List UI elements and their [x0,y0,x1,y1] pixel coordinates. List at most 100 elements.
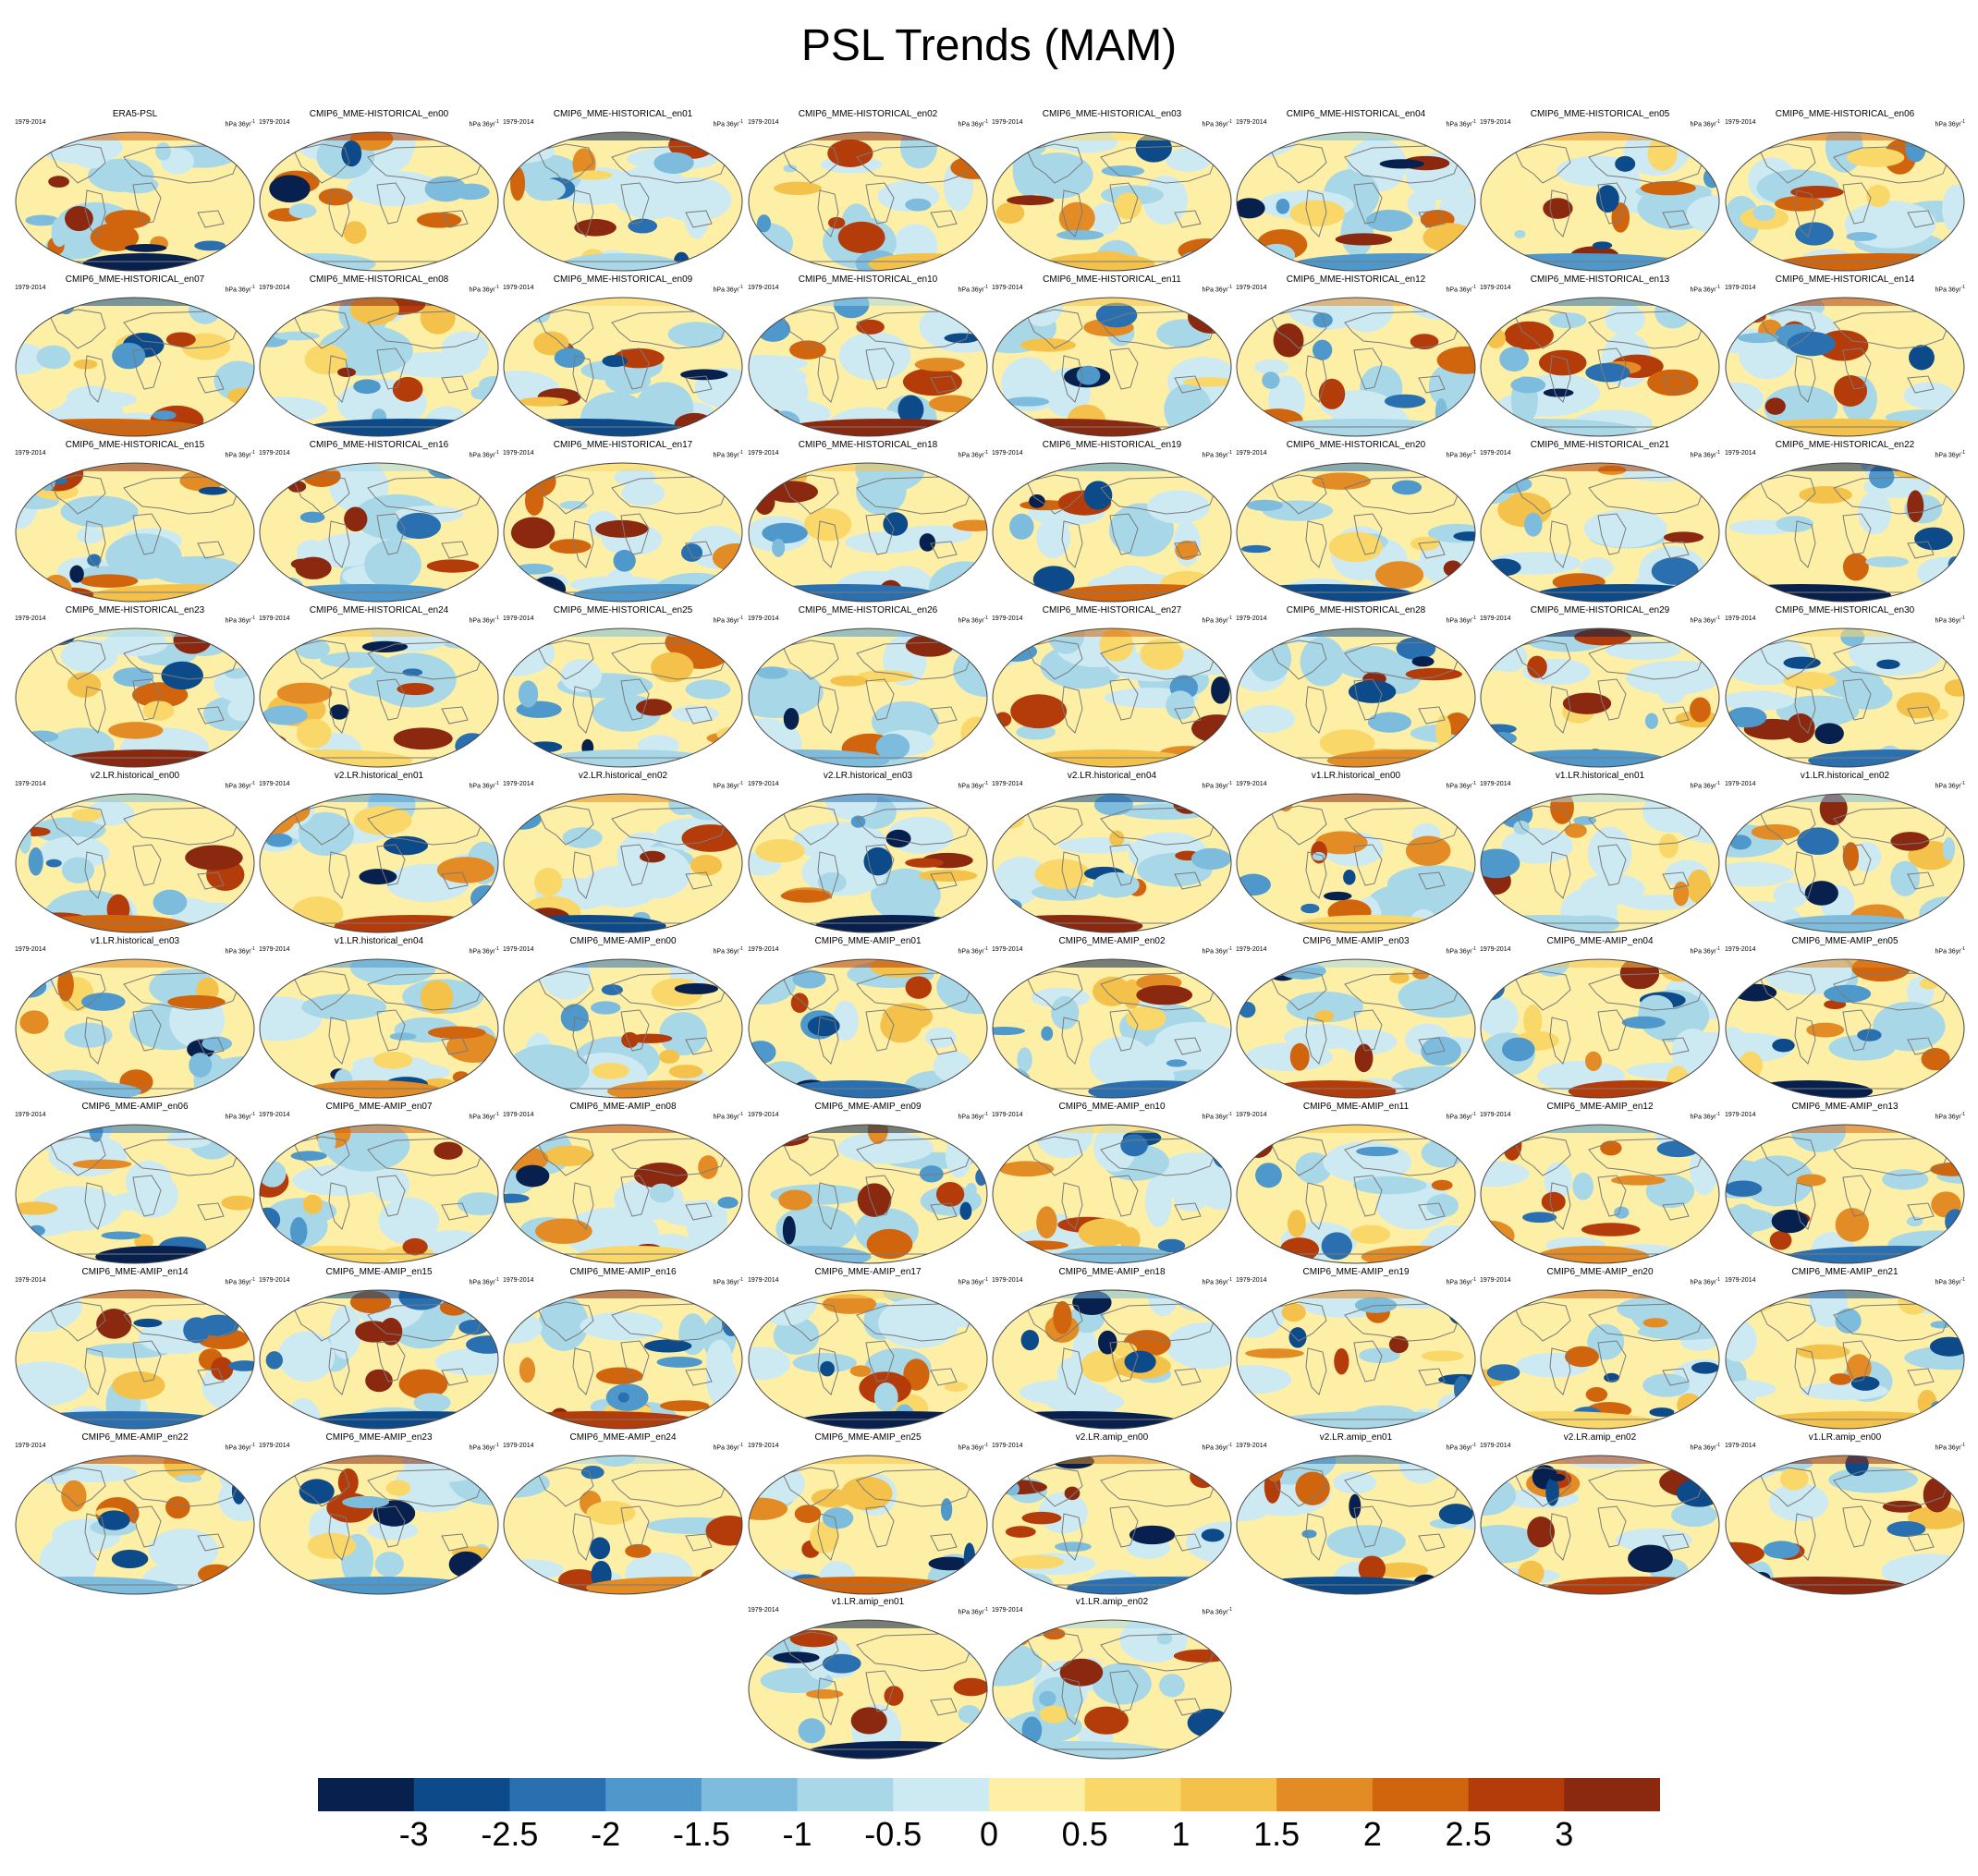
panel-title: CMIP6_MME-AMIP_en14 [81,1267,189,1277]
panel-title: CMIP6_MME-HISTORICAL_en04 [1286,109,1426,119]
map-panel: CMIP6_MME-AMIP_en02 1979-2014 hPa 36yr-1 [990,936,1234,1101]
panel-units: hPa 36yr-1 [714,450,743,458]
panel-period: 1979-2014 [259,1443,290,1449]
map-panel: v2.LR.historical_en01 1979-2014 hPa 36yr-1 [257,771,501,935]
panel-units-exponent: -1 [1471,119,1476,125]
panel-units: hPa 36yr-1 [958,1607,988,1615]
map-field [1725,627,1965,768]
panel-units: hPa 36yr-1 [714,615,743,624]
panel-units-text: hPa 36yr [469,948,495,956]
panel-period: 1979-2014 [15,1277,46,1284]
colorbar-swatch [318,1778,415,1811]
map-panel: CMIP6_MME-AMIP_en01 1979-2014 hPa 36yr-1 [746,936,990,1101]
panel-units: hPa 36yr-1 [1935,119,1965,128]
map-field [503,462,743,603]
panel-title: CMIP6_MME-AMIP_en13 [1791,1102,1899,1112]
panel-units-text: hPa 36yr [1935,1279,1961,1286]
panel-units-exponent: -1 [1471,1443,1476,1448]
panel-units: hPa 36yr-1 [714,285,743,293]
panel-units-exponent: -1 [1715,1277,1720,1283]
map-field [1236,131,1476,272]
panel-period: 1979-2014 [503,119,534,126]
panel-units: hPa 36yr-1 [226,1277,255,1285]
panel-units: hPa 36yr-1 [714,781,743,789]
panel-units: hPa 36yr-1 [226,1112,255,1120]
panel-title: CMIP6_MME-HISTORICAL_en00 [309,109,449,119]
panel-units: hPa 36yr-1 [958,781,988,789]
panel-units: hPa 36yr-1 [470,1443,499,1451]
panel-period: 1979-2014 [1236,450,1267,457]
panel-units-text: hPa 36yr [1935,286,1961,294]
map-panel: CMIP6_MME-AMIP_en21 1979-2014 hPa 36yr-1 [1723,1267,1967,1431]
colorbar-tick-label: -2 [591,1815,621,1853]
map-panel: v2.LR.historical_en02 1979-2014 hPa 36yr-1 [501,771,745,935]
panel-units: hPa 36yr-1 [226,1443,255,1451]
panel-units: hPa 36yr-1 [1447,450,1476,458]
panel-units: hPa 36yr-1 [1203,1607,1232,1615]
panel-units-text: hPa 36yr [1202,1279,1228,1286]
panel-units-exponent: -1 [250,1443,255,1448]
map-field [259,131,499,272]
map-panel: v1.LR.historical_en00 1979-2014 hPa 36yr-1 [1234,771,1478,935]
panel-units-text: hPa 36yr [1690,1279,1716,1286]
panel-units-exponent: -1 [739,1443,743,1448]
panel-period: 1979-2014 [992,119,1023,126]
panel-period: 1979-2014 [748,781,779,787]
panel-period: 1979-2014 [503,285,534,291]
map-panel: v2.LR.historical_en03 1979-2014 hPa 36yr-1 [746,771,990,935]
panel-units-exponent: -1 [1227,119,1232,125]
panel-units: hPa 36yr-1 [958,450,988,458]
panel-units: hPa 36yr-1 [470,781,499,789]
colorbar-tick-label: -1.5 [672,1815,730,1853]
panel-units-exponent: -1 [983,781,988,786]
panel-units-text: hPa 36yr [1202,121,1228,128]
panel-units-exponent: -1 [1227,1607,1232,1613]
colorbar-tick-label: -2.5 [481,1815,539,1853]
panel-title: CMIP6_MME-AMIP_en17 [814,1267,922,1277]
map-field [992,1619,1232,1760]
panel-units-exponent: -1 [739,781,743,786]
panel-units-exponent: -1 [250,1112,255,1117]
panel-period: 1979-2014 [992,1607,1023,1614]
panel-title: CMIP6_MME-HISTORICAL_en22 [1775,440,1915,450]
panel-units: hPa 36yr-1 [958,1112,988,1120]
panel-units-text: hPa 36yr [1446,948,1472,956]
panel-units-exponent: -1 [739,119,743,125]
panel-units-text: hPa 36yr [225,1279,251,1286]
map-panel: CMIP6_MME-HISTORICAL_en24 1979-2014 hPa 36… [257,605,501,770]
map-field [15,1289,255,1430]
panel-units-exponent: -1 [1715,615,1720,621]
panel-units-exponent: -1 [250,615,255,621]
panel-units-text: hPa 36yr [958,286,984,294]
panel-units-text: hPa 36yr [1446,783,1472,790]
panel-units: hPa 36yr-1 [1691,450,1720,458]
panel-period: 1979-2014 [1725,781,1756,787]
panel-period: 1979-2014 [15,285,46,291]
panel-units-exponent: -1 [1960,285,1965,290]
map-field [992,627,1232,768]
colorbar-swatch [797,1778,894,1811]
map-panel: CMIP6_MME-HISTORICAL_en03 1979-2014 hPa 36… [990,109,1234,274]
map-panel: CMIP6_MME-HISTORICAL_en15 1979-2014 hPa 36… [13,440,257,604]
map-field [1236,1124,1476,1264]
panel-period: 1979-2014 [1236,1443,1267,1449]
map-panel: CMIP6_MME-AMIP_en24 1979-2014 hPa 36yr-1 [501,1432,745,1597]
map-field [1236,1455,1476,1595]
colorbar-swatch [413,1778,510,1811]
map-field [1236,297,1476,437]
panel-title: CMIP6_MME-HISTORICAL_en01 [553,109,693,119]
map-field [748,462,988,603]
panel-period: 1979-2014 [1480,285,1511,291]
panel-units-text: hPa 36yr [469,452,495,459]
map-field [1480,627,1720,768]
panel-title: CMIP6_MME-HISTORICAL_en10 [798,274,938,285]
panel-units: hPa 36yr-1 [470,450,499,458]
panel-units-text: hPa 36yr [1202,286,1228,294]
map-panel: CMIP6_MME-AMIP_en25 1979-2014 hPa 36yr-1 [746,1432,990,1597]
panel-units-exponent: -1 [983,1607,988,1613]
panel-units: hPa 36yr-1 [1691,119,1720,128]
map-panel: CMIP6_MME-HISTORICAL_en12 1979-2014 hPa 36… [1234,274,1478,439]
panel-period: 1979-2014 [1236,946,1267,953]
map-panel: CMIP6_MME-HISTORICAL_en20 1979-2014 hPa 36… [1234,440,1478,604]
panel-units-exponent: -1 [1471,1277,1476,1283]
